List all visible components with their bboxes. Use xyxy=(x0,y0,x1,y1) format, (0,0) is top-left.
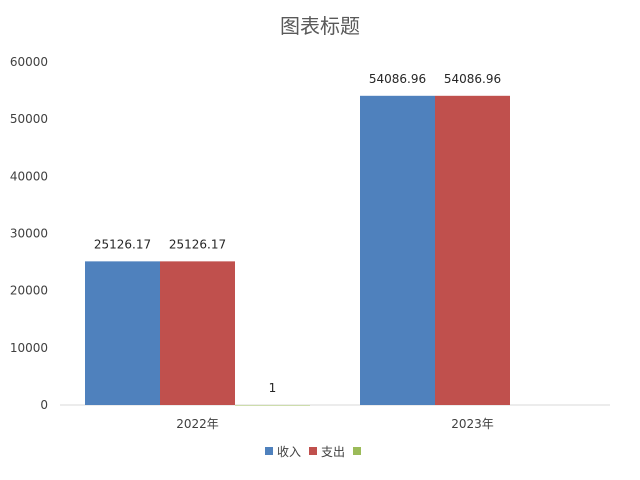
legend: 收入 支出 xyxy=(265,445,361,459)
y-tick-label: 60000 xyxy=(10,55,48,69)
legend-swatch xyxy=(353,447,361,455)
chart-title: 图表标题 xyxy=(280,14,360,38)
x-tick-label: 2023年 xyxy=(451,417,494,431)
y-tick-label: 40000 xyxy=(10,169,48,183)
legend-swatch xyxy=(265,447,273,455)
bar xyxy=(85,261,160,405)
data-label: 25126.17 xyxy=(169,237,226,251)
data-label: 54086.96 xyxy=(444,72,501,86)
y-tick-label: 30000 xyxy=(10,227,48,241)
y-axis-ticks: 0 10000 20000 30000 40000 50000 60000 xyxy=(10,55,48,412)
y-tick-label: 0 xyxy=(40,398,48,412)
y-tick-label: 20000 xyxy=(10,284,48,298)
x-tick-label: 2022年 xyxy=(176,417,219,431)
legend-swatch xyxy=(309,447,317,455)
y-tick-label: 10000 xyxy=(10,341,48,355)
legend-label: 收入 xyxy=(277,445,301,459)
bar xyxy=(435,95,510,405)
data-labels: 25126.17 25126.17 1 54086.96 54086.96 xyxy=(94,72,501,395)
legend-label: 支出 xyxy=(321,445,345,459)
bars xyxy=(85,95,510,406)
data-label: 54086.96 xyxy=(369,72,426,86)
bar xyxy=(235,404,310,406)
bar xyxy=(360,95,435,405)
y-tick-label: 50000 xyxy=(10,112,48,126)
bar xyxy=(160,261,235,405)
x-axis-ticks: 2022年 2023年 xyxy=(176,417,494,431)
data-label: 25126.17 xyxy=(94,237,151,251)
data-label: 1 xyxy=(269,381,277,395)
